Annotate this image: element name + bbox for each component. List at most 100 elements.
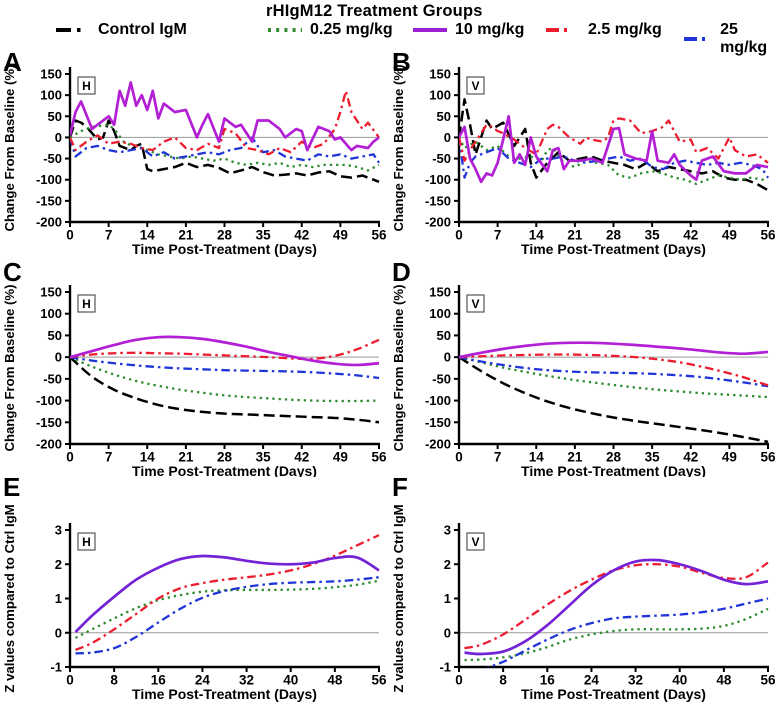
svg-text:Change From Baseline (%): Change From Baseline (%) — [2, 64, 17, 231]
svg-text:50: 50 — [48, 109, 62, 124]
svg-text:Time Post-Treatment (Days): Time Post-Treatment (Days) — [132, 241, 317, 257]
svg-text:49: 49 — [333, 450, 348, 465]
panel-b-plot: 150 100 50 0 -50 -100 -150 -200 0 7 14 21 28 35 42 49 56… — [391, 64, 776, 257]
svg-text:Change From Baseline (%): Change From Baseline (%) — [391, 284, 406, 451]
legend-entry-label: 0.25 mg/kg — [310, 21, 393, 38]
svg-text:48: 48 — [716, 673, 732, 688]
svg-text:16: 16 — [151, 673, 167, 688]
svg-text:-100: -100 — [425, 172, 451, 187]
panel-e-letter: E — [3, 472, 21, 502]
panel-f: F 3 2 1 0 -1 0 8 16 24 32 40 48 56 Time Post-Treatmen… — [389, 474, 778, 704]
panel-b-letter: B — [392, 47, 411, 77]
svg-text:-100: -100 — [36, 393, 62, 408]
svg-text:100: 100 — [429, 88, 451, 103]
panel-d-plot: 150 100 50 0 -50 -100 -150 -200 0 7 14 21 28 35 42 49 56… — [391, 284, 776, 477]
svg-text:-150: -150 — [36, 193, 62, 208]
svg-text:56: 56 — [371, 228, 387, 243]
svg-text:56: 56 — [760, 673, 776, 688]
svg-text:Change From Baseline (%): Change From Baseline (%) — [2, 284, 17, 451]
svg-text:2: 2 — [444, 557, 451, 572]
svg-text:48: 48 — [327, 673, 343, 688]
svg-text:40: 40 — [672, 673, 687, 688]
svg-text:7: 7 — [105, 228, 113, 243]
svg-text:42: 42 — [294, 450, 309, 465]
legend-entry-label: 25 mg/kg — [720, 21, 768, 56]
svg-text:56: 56 — [760, 450, 776, 465]
svg-text:35: 35 — [645, 450, 661, 465]
panel-grid: A 150 100 50 0 -50 -100 -150 -200 0 7 14 21 28 35 42 49… — [0, 47, 778, 704]
svg-text:0: 0 — [444, 625, 451, 640]
svg-text:28: 28 — [217, 450, 233, 465]
legend-entry-label: 2.5 mg/kg — [588, 21, 662, 38]
legend-entry-0: Control IgM — [55, 21, 187, 39]
svg-text:49: 49 — [333, 228, 348, 243]
svg-text:7: 7 — [494, 450, 502, 465]
legend-line-sample-icon — [268, 28, 302, 32]
svg-text:Time Post-Treatment (Days): Time Post-Treatment (Days) — [521, 241, 706, 257]
legend: rHIgM12 Treatment Groups Control IgM 0.25… — [0, 0, 778, 56]
svg-text:150: 150 — [429, 285, 451, 300]
svg-text:24: 24 — [195, 673, 211, 688]
svg-text:21: 21 — [178, 450, 194, 465]
panel-b: B 150 100 50 0 -50 -100 -150 -200 0 7 14 21 28 35 42 49… — [389, 47, 778, 262]
svg-text:28: 28 — [606, 450, 622, 465]
svg-text:42: 42 — [294, 228, 309, 243]
svg-text:7: 7 — [105, 450, 113, 465]
panel-e: E 3 2 1 0 -1 0 8 16 24 32 40 48 56 Time Post-Treatmen… — [0, 472, 389, 704]
legend-line-sample-icon — [684, 37, 714, 41]
panel-c-letter: C — [3, 257, 22, 287]
svg-text:49: 49 — [722, 228, 737, 243]
legend-line-sample-icon — [56, 28, 90, 32]
svg-text:150: 150 — [429, 67, 451, 82]
svg-text:3: 3 — [444, 523, 451, 538]
legend-entry-label: 10 mg/kg — [455, 21, 525, 38]
svg-text:Time Post-Treatment (Days): Time Post-Treatment (Days) — [521, 686, 706, 702]
svg-text:100: 100 — [429, 306, 451, 321]
svg-text:42: 42 — [683, 228, 698, 243]
svg-text:14: 14 — [140, 228, 156, 243]
svg-text:21: 21 — [567, 228, 583, 243]
svg-text:16: 16 — [540, 673, 556, 688]
svg-text:21: 21 — [178, 228, 194, 243]
svg-text:32: 32 — [239, 673, 254, 688]
svg-text:28: 28 — [606, 228, 622, 243]
svg-text:Z values compared to Ctrl IgM: Z values compared to Ctrl IgM — [2, 504, 17, 692]
svg-text:8: 8 — [110, 673, 118, 688]
svg-text:-200: -200 — [425, 215, 451, 230]
svg-text:H: H — [82, 297, 91, 311]
svg-text:1: 1 — [444, 591, 451, 606]
legend-line-sample-icon — [546, 28, 580, 32]
svg-text:1: 1 — [55, 591, 62, 606]
svg-text:0: 0 — [455, 673, 463, 688]
svg-text:21: 21 — [567, 450, 583, 465]
svg-text:-50: -50 — [432, 371, 451, 386]
svg-text:0: 0 — [55, 625, 62, 640]
panel-a-letter: A — [3, 47, 22, 77]
legend-entry-3: 2.5 mg/kg — [545, 21, 662, 39]
svg-text:56: 56 — [371, 450, 387, 465]
svg-text:-1: -1 — [439, 660, 451, 675]
svg-text:50: 50 — [437, 328, 451, 343]
svg-text:-100: -100 — [425, 393, 451, 408]
svg-text:Change From Baseline (%): Change From Baseline (%) — [391, 64, 406, 231]
svg-text:35: 35 — [645, 228, 661, 243]
svg-text:0: 0 — [55, 130, 62, 145]
svg-text:50: 50 — [48, 328, 62, 343]
svg-text:56: 56 — [371, 673, 387, 688]
panel-a-plot: 150 100 50 0 -50 -100 -150 -200 0 7 14 21 28 35 42 49 56… — [2, 64, 387, 257]
svg-text:0: 0 — [66, 450, 74, 465]
svg-text:Time Post-Treatment (Days): Time Post-Treatment (Days) — [132, 686, 317, 702]
svg-text:H: H — [82, 535, 91, 549]
svg-text:0: 0 — [55, 350, 62, 365]
svg-text:49: 49 — [722, 450, 737, 465]
svg-text:35: 35 — [256, 228, 272, 243]
legend-entry-2: 10 mg/kg — [412, 21, 524, 39]
svg-text:35: 35 — [256, 450, 272, 465]
svg-text:14: 14 — [140, 450, 156, 465]
panel-c: C 150 100 50 0 -50 -100 -150 -200 0 7 14 21 28 35 42 49… — [0, 257, 389, 477]
legend-title: rHIgM12 Treatment Groups — [266, 2, 483, 20]
svg-text:-50: -50 — [432, 151, 451, 166]
svg-text:H: H — [82, 79, 91, 93]
